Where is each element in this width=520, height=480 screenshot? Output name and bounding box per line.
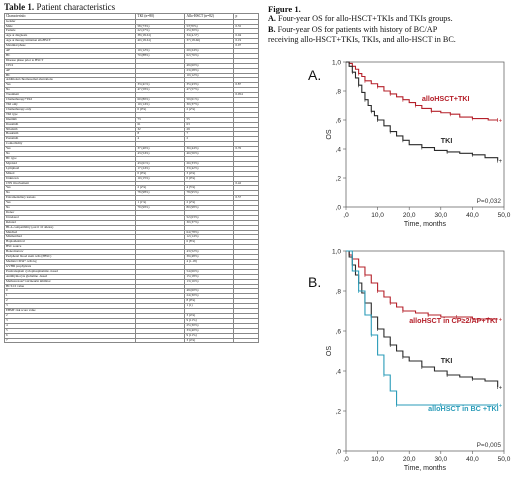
- series-label-1: TKI: [441, 136, 453, 145]
- y-tick-label: ,0: [336, 205, 342, 212]
- x-tick-label: 10,0: [371, 456, 384, 463]
- curve-end-marker: +: [499, 119, 503, 125]
- y-tick-label: ,6: [336, 329, 342, 336]
- table-cell: 7: [3, 337, 137, 344]
- x-tick-label: ,0: [343, 456, 349, 463]
- y-tick-label: 1,0: [332, 249, 341, 256]
- patient-characteristics-table: Characteristic TKI (n=80) Allo-HSCT (n=82)…: [3, 13, 259, 344]
- x-tick-label: 30,0: [434, 212, 447, 219]
- caption-a-label: A.: [268, 14, 276, 23]
- x-tick-label: 40,0: [466, 212, 479, 219]
- y-tick-label: ,2: [336, 409, 342, 416]
- caption-b-label: B.: [268, 24, 276, 34]
- y-axis-label: OS: [326, 129, 333, 139]
- y-tick-label: ,8: [336, 289, 342, 296]
- y-tick-label: ,4: [336, 369, 342, 376]
- series-label-0: alloHSCT in CP≥2/AP+TKI: [409, 316, 497, 325]
- p-value: P=0,032: [477, 198, 502, 205]
- curve-end-marker: +: [499, 318, 503, 324]
- y-tick-label: 1,0: [332, 60, 341, 67]
- x-axis-label: Time, months: [404, 221, 447, 228]
- p-value: P=0,005: [477, 442, 502, 449]
- table-title-text: Patient characteristics: [34, 2, 116, 12]
- x-axis-label: Time, months: [404, 465, 447, 472]
- x-tick-label: 30,0: [434, 456, 447, 463]
- table-section: Table 1. Patient characteristics Charact…: [3, 2, 259, 344]
- caption-b-text-1: Four-year OS for patients with history o…: [275, 24, 438, 34]
- km-chart-b: B. ,0 ,2 ,4 ,6 ,8 1,0 ,0 10,0 20,0 30,0 40,0 50,0 OS T…: [308, 249, 511, 473]
- table-row: 7 3 (4%): [3, 337, 259, 344]
- y-tick-label: ,0: [336, 449, 342, 456]
- curve-end-marker: +: [499, 159, 503, 165]
- plot-frame: [345, 61, 505, 208]
- series-label-1: TKI: [441, 356, 453, 365]
- figure-section: Figure 1. A. Four-year OS for allo-HSCT+…: [262, 0, 520, 472]
- table-cell: [135, 337, 186, 344]
- y-tick-label: ,8: [336, 89, 342, 96]
- x-tick-label: 20,0: [403, 456, 416, 463]
- x-tick-label: 50,0: [498, 212, 511, 219]
- figure-title: Figure 1.: [268, 4, 301, 14]
- caption-a-text: Four-year OS for allo-HSCT+TKIs and TKIs…: [275, 14, 453, 23]
- y-tick-label: ,2: [336, 176, 342, 183]
- x-tick-label: 10,0: [371, 212, 384, 219]
- caption-b: B. Four-year OS for patients with histor…: [268, 25, 520, 36]
- km-curve-2: [346, 250, 498, 406]
- x-tick-label: 20,0: [403, 212, 416, 219]
- y-axis-label: OS: [326, 346, 333, 356]
- x-tick-label: 40,0: [466, 456, 479, 463]
- plot-frame: [345, 250, 505, 452]
- km-curve-1: [346, 61, 499, 161]
- curve-end-marker: +: [499, 386, 503, 392]
- panel-label: B.: [308, 274, 321, 290]
- x-tick-label: 50,0: [498, 456, 511, 463]
- x-tick-label: ,0: [343, 212, 349, 219]
- series-label-0: alloHSCT+TKI: [422, 94, 470, 103]
- table-cell: [233, 337, 259, 344]
- series-label-2: alloHSCT in BC +TKI: [428, 404, 498, 413]
- curve-end-marker: +: [499, 404, 503, 410]
- table-cell: 3 (4%): [184, 337, 235, 344]
- table-title-number: Table 1.: [4, 2, 35, 12]
- panel-label: A.: [308, 67, 321, 83]
- caption-b-line-2: receiving allo-HSCT+TKIs, TKIs, and allo…: [268, 35, 456, 44]
- caption-a: A. Four-year OS for allo-HSCT+TKIs and T…: [268, 14, 520, 25]
- table-title: Table 1. Patient characteristics: [4, 2, 259, 12]
- y-tick-label: ,4: [336, 147, 342, 154]
- km-chart-a: A. ,0 ,2 ,4 ,6 ,8 1,0 ,0 10,0 20,0 30,0 40,0 50,0 OS T…: [308, 60, 511, 229]
- km-curve-0: [346, 250, 498, 320]
- y-tick-label: ,6: [336, 118, 342, 125]
